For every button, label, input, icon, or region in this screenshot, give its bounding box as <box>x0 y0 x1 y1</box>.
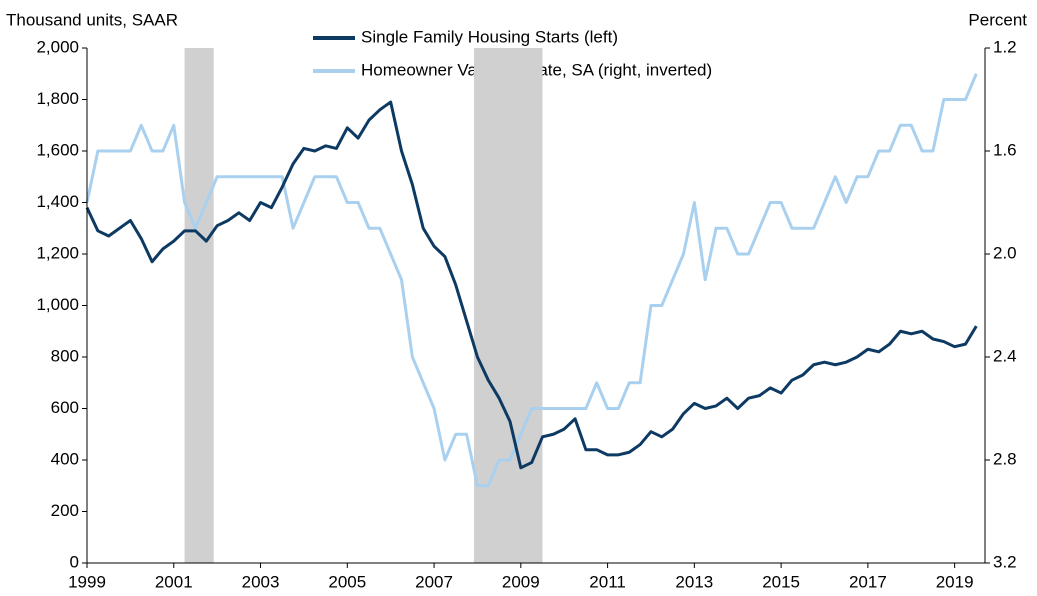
y-tick-label: 600 <box>51 398 79 417</box>
y-tick-label: 200 <box>51 501 79 520</box>
x-tick-label: 2015 <box>762 572 800 591</box>
y2-tick-label: 3.2 <box>993 552 1017 571</box>
y-tick-label: 1,800 <box>36 89 79 108</box>
y2-tick-label: 2.4 <box>993 346 1017 365</box>
y-tick-label: 1,200 <box>36 243 79 262</box>
legend-label: Single Family Housing Starts (left) <box>361 27 618 46</box>
x-tick-label: 2007 <box>415 572 453 591</box>
x-tick-label: 2013 <box>675 572 713 591</box>
series-line <box>85 100 978 470</box>
x-tick-label: 2017 <box>849 572 887 591</box>
y2-tick-label: 2.0 <box>993 243 1017 262</box>
x-tick-label: 2001 <box>155 572 193 591</box>
series-line <box>85 73 978 488</box>
x-tick-label: 1999 <box>68 572 106 591</box>
recession-band <box>184 48 214 563</box>
x-tick-label: 2009 <box>502 572 540 591</box>
x-tick-label: 2011 <box>589 572 626 591</box>
x-tick-label: 2005 <box>328 572 366 591</box>
y-tick-label: 1,400 <box>36 192 79 211</box>
x-tick-label: 2003 <box>242 572 280 591</box>
x-tick-label: 2019 <box>936 572 974 591</box>
y2-axis-label: Percent <box>968 10 1027 29</box>
y-tick-label: 1,600 <box>36 140 79 159</box>
y-tick-label: 2,000 <box>36 37 79 56</box>
y2-tick-label: 2.8 <box>993 449 1017 468</box>
y-tick-label: 400 <box>51 449 79 468</box>
y-axis-label: Thousand units, SAAR <box>6 10 178 29</box>
y-tick-label: 1,000 <box>36 295 79 314</box>
y2-tick-label: 1.2 <box>993 37 1017 56</box>
y-tick-label: 800 <box>51 346 79 365</box>
y-tick-label: 0 <box>70 552 79 571</box>
y2-tick-label: 1.6 <box>993 140 1017 159</box>
recession-band <box>473 48 543 563</box>
